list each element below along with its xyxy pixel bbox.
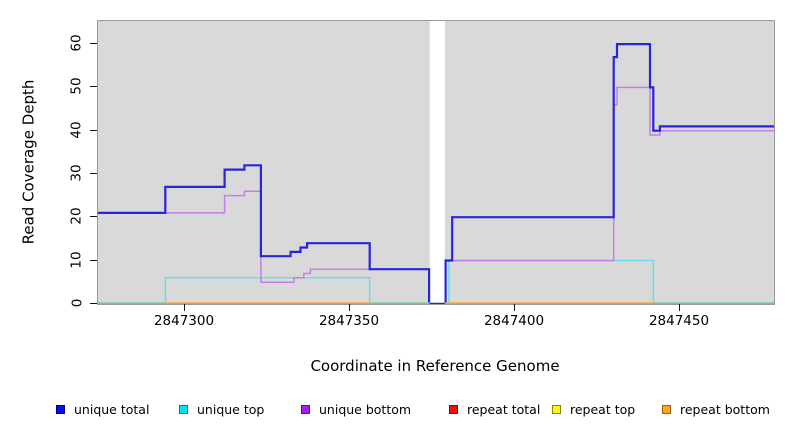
legend-label: unique total [74,401,150,417]
x-tick-label: 2847400 [483,313,545,329]
coverage-step-chart [98,21,774,304]
repeat-bottom-swatch-icon [662,404,671,414]
legend-item-unique-top: unique top [179,400,264,418]
y-tick-mark [90,173,97,174]
y-tick-mark [90,86,97,88]
y-tick-label: 60 [69,34,85,52]
legend-label: unique top [197,401,265,417]
legend: unique total unique top unique bottom re… [0,400,792,424]
legend-label: repeat bottom [680,401,770,417]
x-tick-label: 2847300 [153,313,215,329]
x-tick-mark [514,304,515,311]
y-tick-label: 0 [69,298,85,308]
y-axis-title: Read Coverage Depth [19,79,37,244]
x-tick-mark [349,304,350,311]
y-tick-label: 20 [69,207,85,225]
x-tick-label: 2847350 [318,313,380,329]
y-tick-label: 40 [69,121,85,139]
legend-item-unique-bottom: unique bottom [301,400,411,418]
y-tick-mark [90,259,97,261]
y-tick-label: 10 [69,250,85,269]
y-tick-mark [90,129,97,131]
unique-bottom-swatch-icon [301,404,310,414]
repeat-total-swatch-icon [449,404,458,414]
legend-label: repeat total [467,401,541,417]
x-tick-mark [679,304,680,311]
legend-item-unique-total: unique total [56,400,149,418]
legend-label: unique bottom [319,401,412,417]
x-tick-mark [184,304,185,311]
legend-label: repeat top [570,401,636,417]
repeat-top-swatch-icon [552,404,561,414]
y-tick-mark [90,216,97,218]
plot-area [97,20,775,305]
y-tick-mark [90,43,97,45]
legend-item-repeat-top: repeat top [552,400,635,418]
x-axis-title: Coordinate in Reference Genome [310,357,560,375]
x-tick-label: 2847450 [648,313,710,329]
y-tick-label: 50 [69,77,85,95]
unique-total-swatch-icon [56,404,65,414]
unique-top-swatch-icon [179,404,188,414]
legend-item-repeat-total: repeat total [449,400,540,418]
legend-item-repeat-bottom: repeat bottom [662,400,770,418]
y-tick-label: 30 [69,164,85,182]
y-tick-mark [90,302,97,304]
